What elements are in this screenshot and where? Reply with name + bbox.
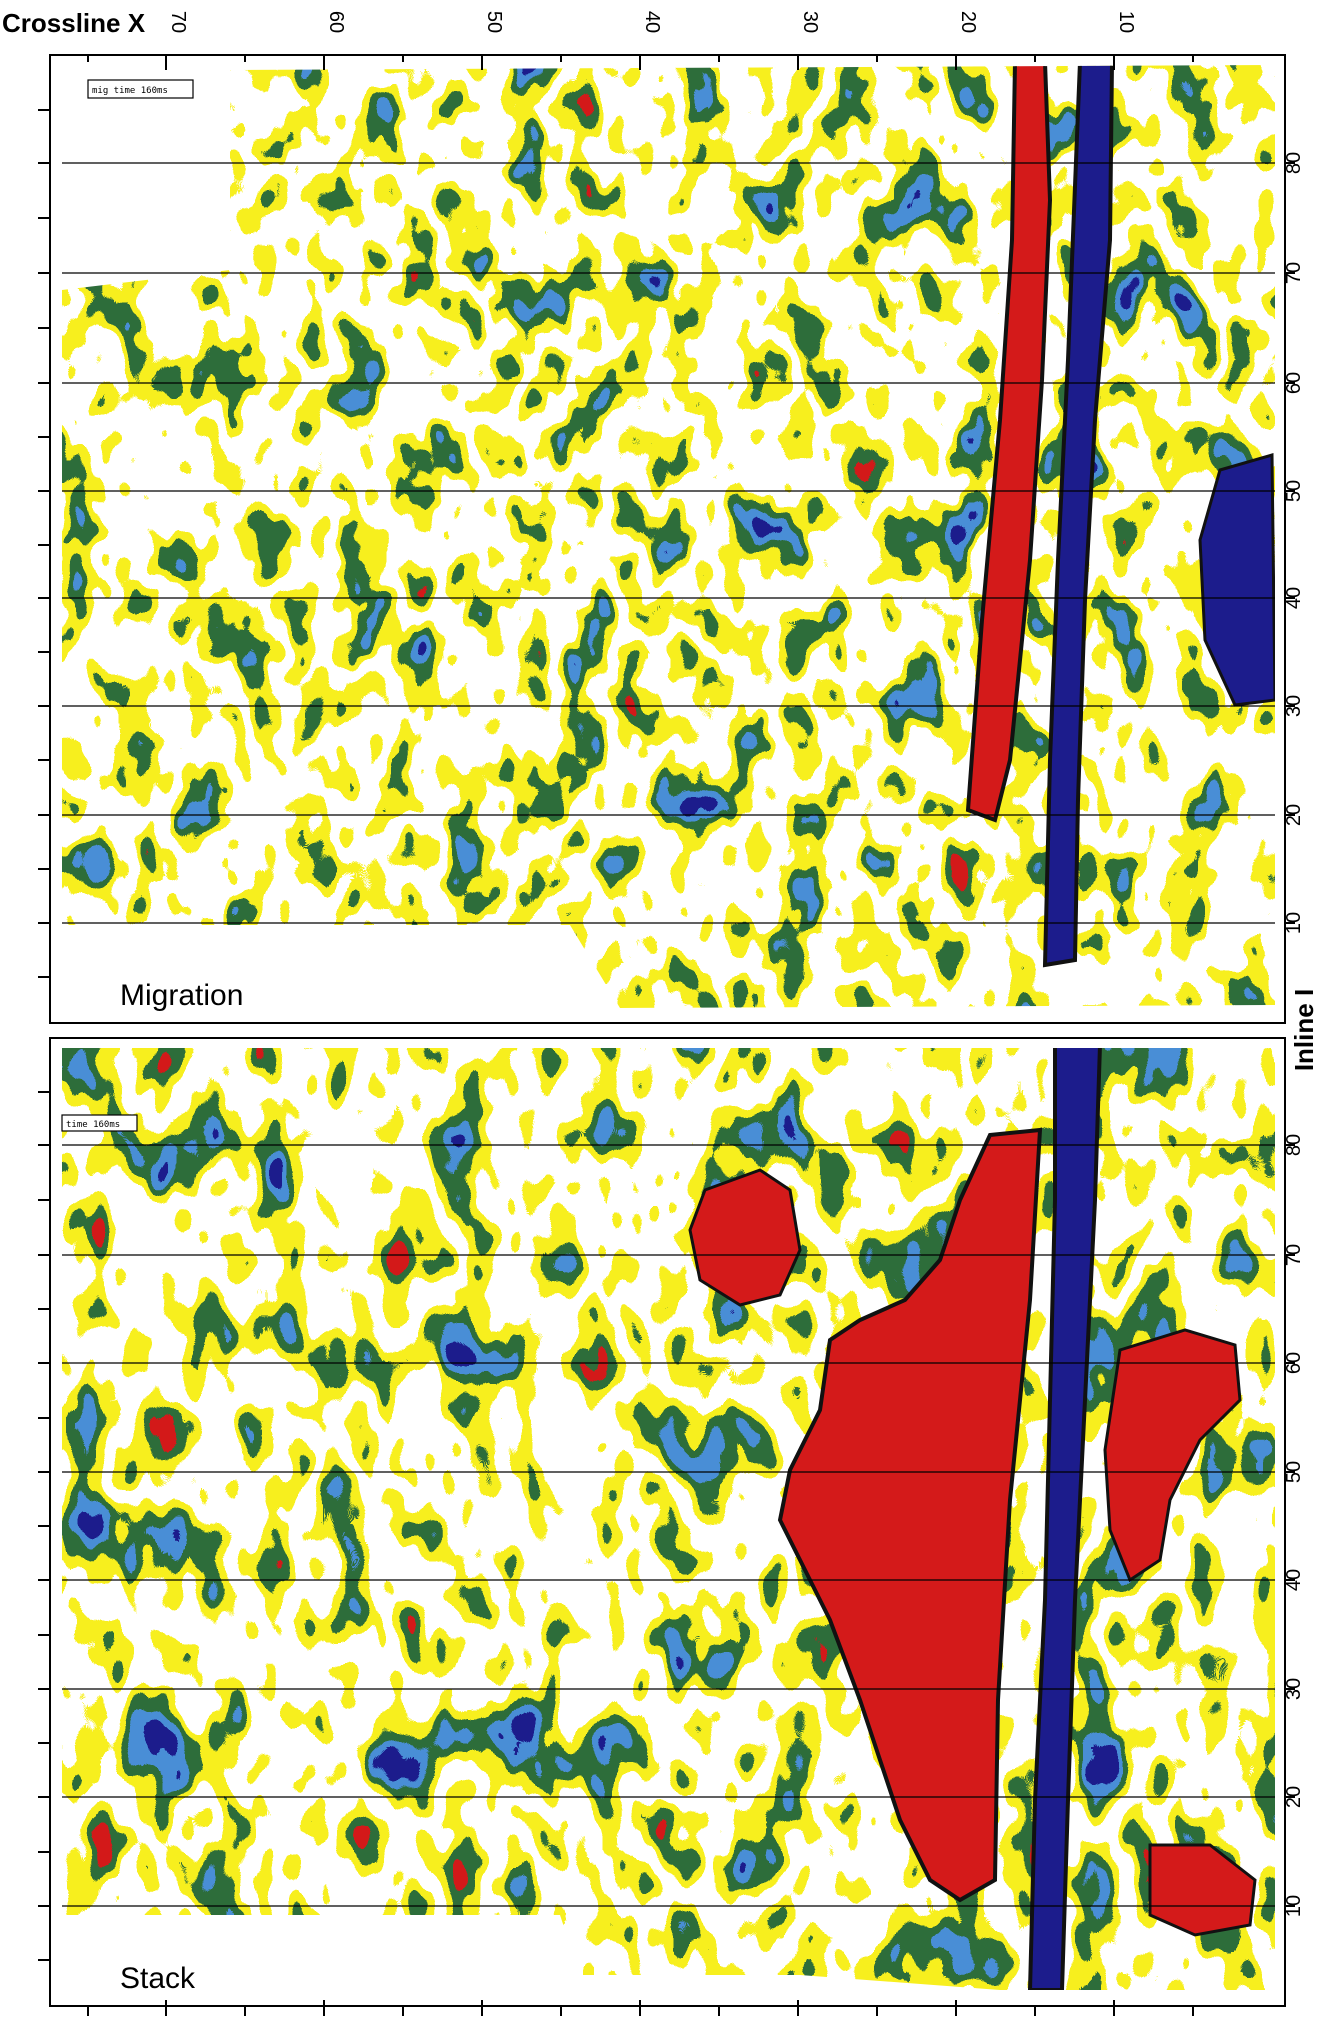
migration-time-tag: mig time 160ms xyxy=(92,86,168,96)
crossline-tick-70: 70 xyxy=(167,11,189,33)
stack-red-lobe xyxy=(688,1168,802,1307)
crossline-tick-20: 20 xyxy=(957,11,979,33)
migration-blue-channel xyxy=(1042,65,1115,968)
migration-time-tag-box xyxy=(87,79,194,99)
stack-time-tag: time 160ms xyxy=(66,1120,120,1130)
stack-blue-channel xyxy=(1027,1048,1103,1990)
stack-time-tag-box xyxy=(61,1114,138,1132)
crossline-tick-40: 40 xyxy=(641,11,663,33)
migration-blue-body xyxy=(1198,453,1275,707)
stack-amplitude-map xyxy=(62,1048,1275,1990)
migration-panel-label: Migration xyxy=(120,979,243,1012)
crossline-tick-60: 60 xyxy=(325,11,347,33)
crossline-tick-marks xyxy=(87,55,1194,2016)
migration-inline-gridlines xyxy=(62,162,1275,924)
stack-red-southeast-body xyxy=(1148,1843,1257,1937)
crossline-tick-labels: 70 60 50 40 30 20 10 xyxy=(167,11,1137,33)
stack-panel-label: Stack xyxy=(120,1962,196,1995)
crossline-tick-10: 10 xyxy=(1115,11,1137,33)
stack-red-east-body xyxy=(1103,1328,1242,1583)
crossline-axis-title: Crossline X xyxy=(2,8,146,38)
inline-axis-title: Inline I xyxy=(1289,989,1319,1071)
stack-inline-gridlines xyxy=(62,1144,1275,1907)
inline-tick-marks xyxy=(38,109,1295,1961)
crossline-tick-50: 50 xyxy=(483,11,505,33)
inline-tick-labels-bottom: 80 70 60 50 40 30 20 10 xyxy=(1283,1134,1305,1917)
stack-panel: time 160ms Stack xyxy=(49,1037,1286,2007)
stack-red-channel xyxy=(777,1127,1043,1903)
migration-panel: mig time 160ms Migration xyxy=(49,54,1286,1024)
crossline-tick-30: 30 xyxy=(799,11,821,33)
migration-red-channel xyxy=(965,65,1053,823)
inline-tick-labels-top: 80 70 60 50 40 30 20 10 xyxy=(1283,152,1305,934)
